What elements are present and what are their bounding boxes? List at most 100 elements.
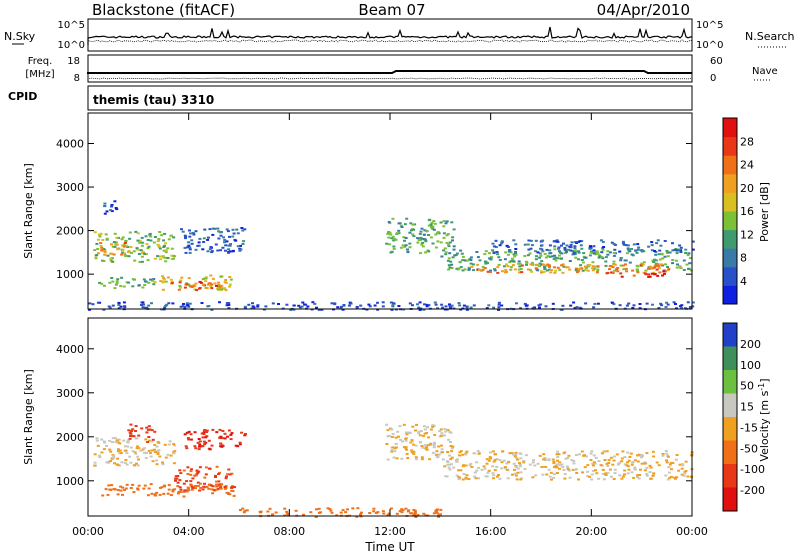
data-cell (622, 242, 626, 245)
data-cell (640, 250, 644, 253)
data-cell (121, 251, 125, 254)
data-cell (452, 228, 456, 231)
data-cell (133, 464, 137, 467)
data-cell (437, 453, 441, 456)
data-cell (424, 514, 428, 517)
data-cell (126, 246, 130, 248)
data-cell (418, 301, 422, 304)
data-cell (658, 249, 662, 252)
data-cell (220, 437, 224, 440)
data-cell (657, 266, 661, 269)
data-cell (197, 470, 201, 473)
data-cell (513, 455, 517, 458)
data-cell (420, 456, 424, 459)
data-cell (464, 476, 468, 479)
data-cell (609, 456, 613, 459)
data-cell (674, 477, 677, 480)
data-cell (608, 468, 612, 471)
data-cell (108, 439, 112, 442)
data-cell (215, 480, 219, 483)
data-cell (385, 242, 389, 245)
data-cell (229, 433, 233, 436)
data-cell (196, 441, 200, 444)
data-cell (139, 249, 143, 252)
data-cell (639, 264, 643, 267)
data-cell (555, 240, 559, 243)
data-cell (226, 473, 230, 476)
data-cell (554, 256, 558, 259)
data-cell (449, 445, 453, 447)
data-cell (619, 259, 623, 262)
data-cell (311, 301, 315, 304)
data-cell (417, 238, 421, 241)
data-cell (171, 302, 175, 305)
data-cell (592, 461, 596, 464)
data-cell (405, 452, 409, 455)
data-cell (552, 266, 556, 269)
data-cell (228, 235, 231, 238)
data-cell (120, 238, 124, 241)
data-cell (223, 241, 226, 244)
data-cell (157, 245, 161, 248)
data-cell (529, 247, 533, 250)
data-cell (326, 507, 330, 510)
data-cell (187, 438, 191, 441)
data-cell (619, 272, 623, 275)
data-cell (184, 445, 188, 448)
data-cell (234, 239, 238, 242)
data-cell (119, 485, 123, 488)
data-cell (487, 304, 491, 307)
data-cell (599, 464, 603, 467)
data-cell (428, 218, 432, 221)
data-cell (136, 445, 139, 448)
data-cell (164, 456, 168, 459)
colorbar-tick-label: 8 (740, 252, 747, 265)
data-cell (656, 263, 660, 266)
data-cell (210, 308, 214, 311)
data-cell (609, 475, 613, 478)
data-cell (498, 459, 502, 462)
data-cell (394, 443, 398, 445)
data-cell (127, 250, 131, 253)
data-cell (523, 468, 527, 471)
data-cell (576, 270, 580, 273)
data-cell (335, 514, 339, 517)
data-cell (418, 232, 422, 235)
data-cell (123, 252, 127, 255)
data-cell (196, 484, 200, 487)
data-cell (680, 304, 684, 307)
data-cell (580, 240, 584, 243)
data-cell (518, 465, 522, 468)
data-cell (438, 430, 442, 433)
data-cell (494, 246, 498, 248)
data-cell (376, 511, 380, 514)
data-cell (417, 432, 421, 435)
data-cell (177, 288, 181, 291)
data-cell (639, 249, 643, 252)
data-cell (664, 263, 667, 266)
data-cell (491, 450, 495, 453)
data-cell (402, 423, 406, 426)
data-cell (545, 248, 549, 251)
data-cell (187, 277, 191, 280)
data-cell (541, 473, 545, 476)
data-cell (155, 450, 159, 453)
data-cell (526, 243, 530, 246)
data-cell (218, 485, 222, 488)
data-cell (672, 476, 676, 479)
data-cell (355, 306, 359, 309)
data-cell (592, 252, 596, 255)
data-cell (198, 280, 202, 283)
data-cell (525, 260, 528, 263)
station-title: Blackstone (fitACF) (92, 1, 235, 19)
data-cell (227, 307, 231, 310)
data-cell (440, 255, 444, 258)
data-cell (146, 494, 150, 497)
data-cell (465, 259, 469, 262)
data-cell (117, 302, 121, 304)
data-cell (450, 267, 454, 269)
data-cell (514, 474, 518, 477)
data-cell (607, 462, 611, 464)
data-cell (400, 440, 404, 443)
data-cell (219, 442, 222, 445)
